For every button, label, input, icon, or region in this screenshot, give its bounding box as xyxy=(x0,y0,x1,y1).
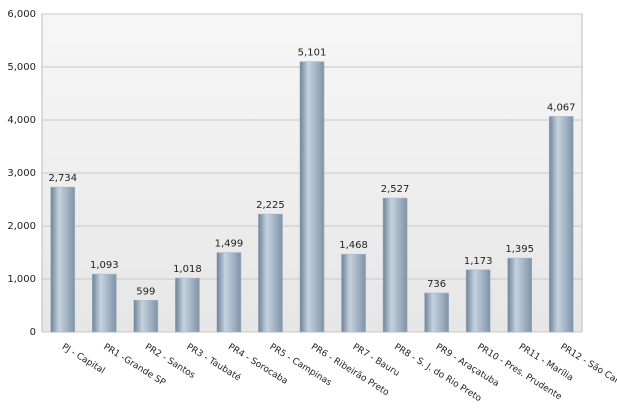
bar xyxy=(258,213,283,333)
y-tick-label: 3,000 xyxy=(7,168,36,179)
value-label: 736 xyxy=(427,279,446,290)
y-tick-label: 6,000 xyxy=(7,9,36,20)
bar xyxy=(50,186,76,333)
value-label: 1,468 xyxy=(339,240,368,251)
bar xyxy=(465,269,491,333)
y-tick-label: 0 xyxy=(30,327,36,338)
value-label: 2,734 xyxy=(48,173,77,184)
bar xyxy=(548,116,574,333)
bar xyxy=(341,253,366,333)
bar xyxy=(382,197,408,333)
bar xyxy=(424,292,449,333)
bar xyxy=(507,257,532,333)
bar xyxy=(216,252,242,333)
value-label: 1,395 xyxy=(505,244,534,255)
value-label: 2,225 xyxy=(256,200,285,211)
value-label: 2,527 xyxy=(381,184,410,195)
y-tick-label: 5,000 xyxy=(7,62,36,73)
value-label: 1,093 xyxy=(90,260,119,271)
bar xyxy=(92,273,117,333)
value-label: 1,499 xyxy=(215,239,244,250)
value-label: 1,018 xyxy=(173,264,202,275)
x-tick-label: PR6 - Ribeirão Preto xyxy=(309,342,391,398)
value-label: 1,173 xyxy=(464,256,493,267)
bar xyxy=(299,61,325,333)
x-tick-label: PJ - Capital xyxy=(60,342,107,376)
value-label: 4,067 xyxy=(547,102,576,113)
bar xyxy=(133,300,159,333)
bar xyxy=(175,277,200,333)
x-tick-label: PR12 - São Carlos xyxy=(558,342,617,393)
value-label: 599 xyxy=(136,286,155,297)
y-tick-label: 2,000 xyxy=(7,221,36,232)
y-tick-label: 1,000 xyxy=(7,274,36,285)
value-label: 5,101 xyxy=(298,48,327,59)
y-tick-label: 4,000 xyxy=(7,115,36,126)
